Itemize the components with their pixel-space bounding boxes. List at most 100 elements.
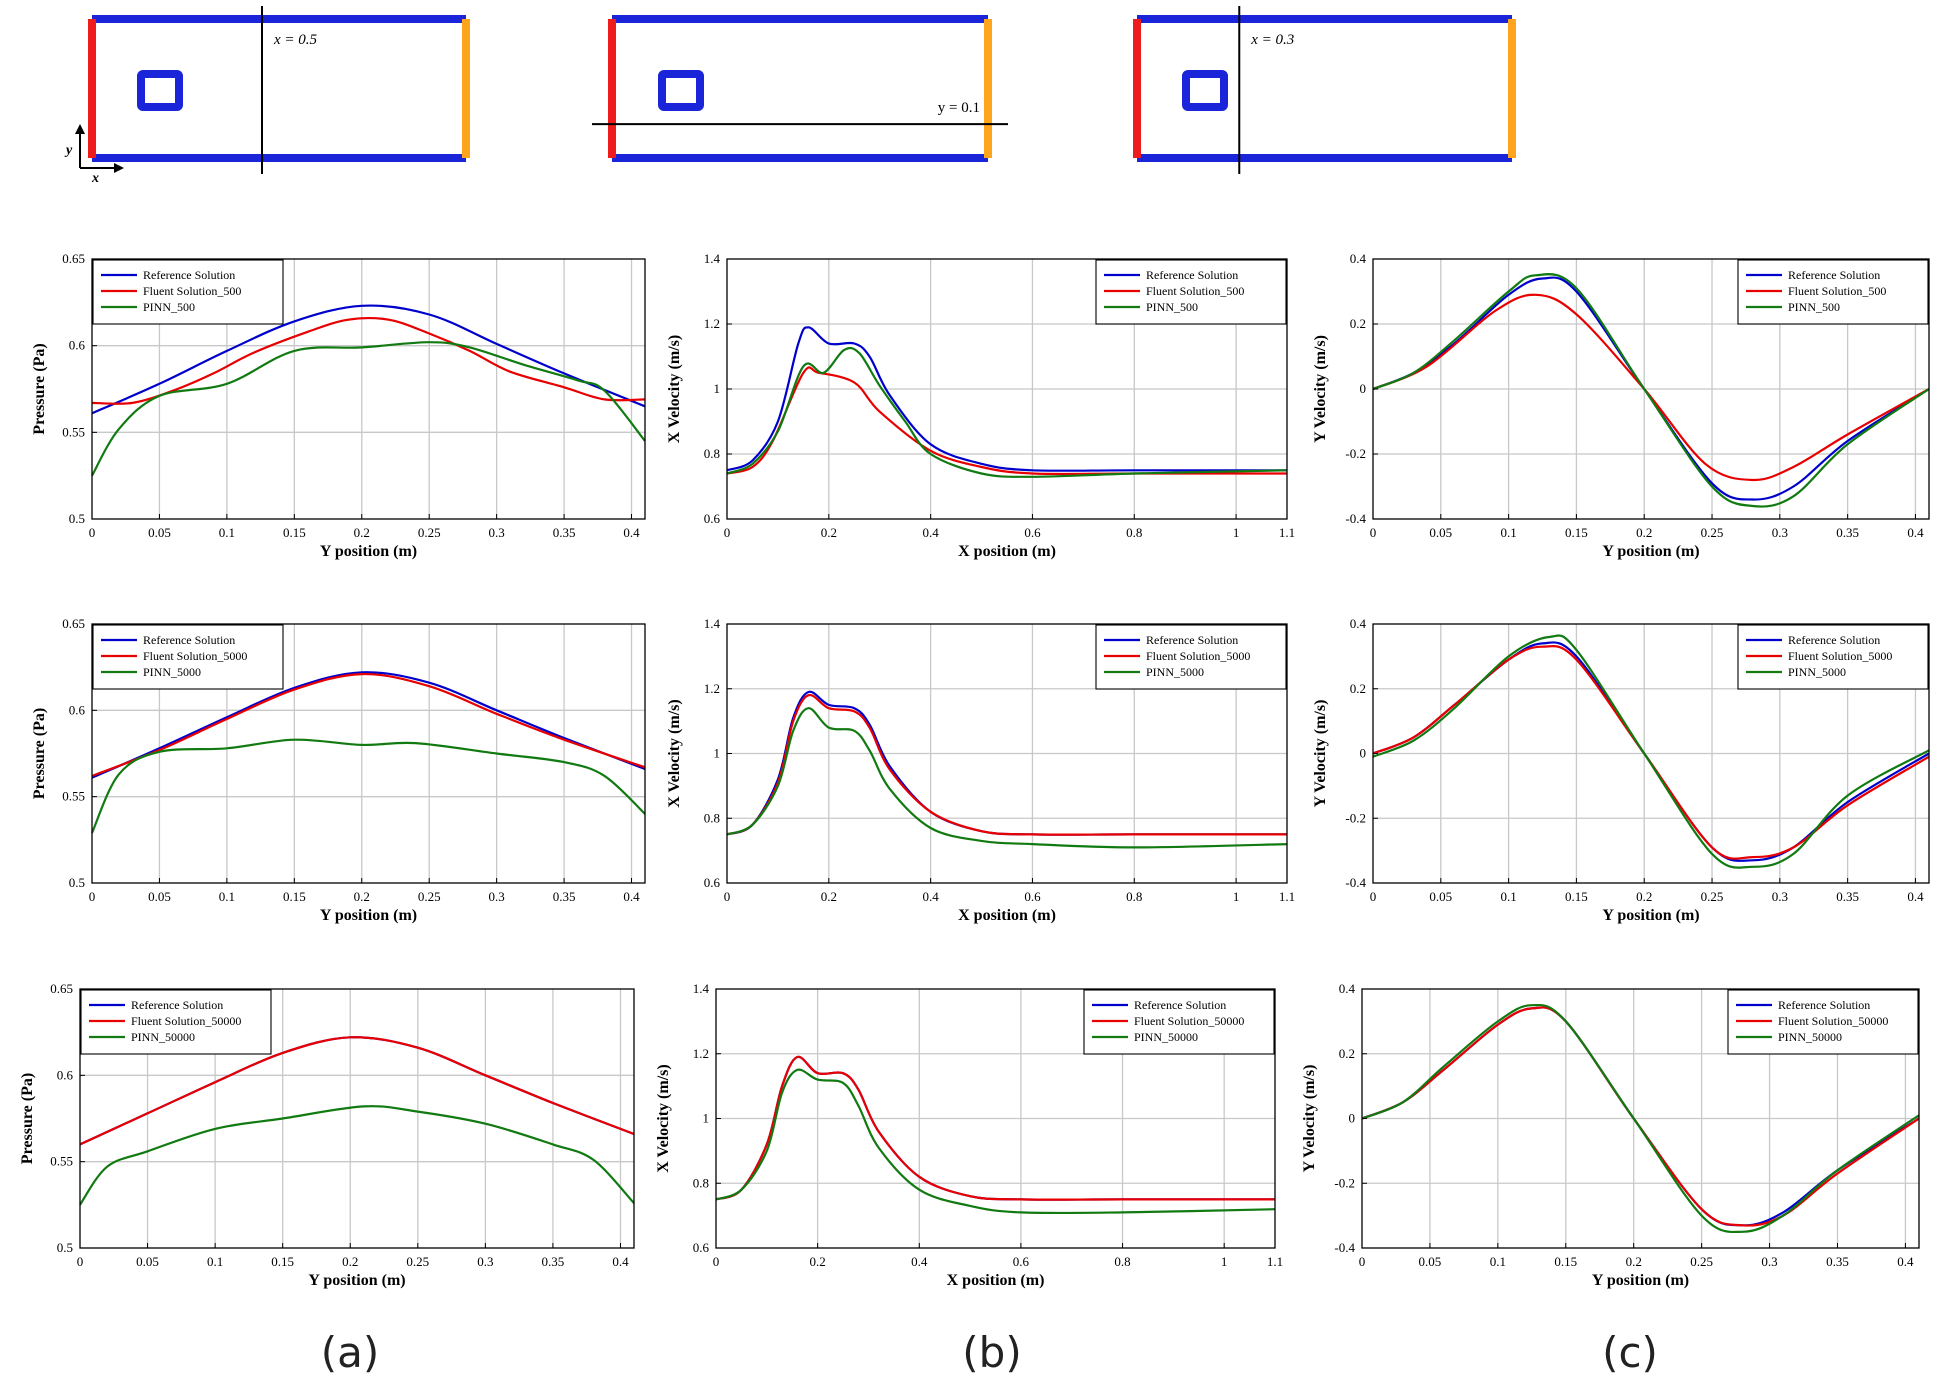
y-axis-title: Pressure (Pa) (31, 708, 48, 799)
y-tick-label: 0.6 (57, 1067, 74, 1082)
series-line (715, 1055, 1275, 1201)
y-tick-label: 1.4 (704, 616, 721, 631)
plot-frame (91, 258, 646, 520)
x-tick-label: 0.3 (477, 1254, 493, 1269)
y-tick-label: -0.4 (1345, 511, 1366, 526)
y-tick-label: 0.6 (69, 702, 86, 717)
probe-line-label: x = 0.5 (273, 32, 318, 48)
y-tick-label: 1.4 (704, 251, 721, 266)
y-tick-label: 0.5 (69, 875, 85, 890)
y-tick-label: 0.65 (62, 251, 85, 266)
x-tick-label: 0 (1370, 889, 1377, 904)
series-line (1372, 644, 1930, 860)
y-tick-label: -0.2 (1345, 810, 1366, 825)
series-line (726, 693, 1287, 836)
x-tick-label: 0.15 (283, 889, 306, 904)
x-tick-label: 0.1 (1500, 889, 1516, 904)
plot-frame (79, 988, 635, 1249)
x-tick-label: 0.15 (1554, 1254, 1577, 1269)
x-tick-label: 0.25 (1701, 889, 1724, 904)
x-tick-label: 1 (1221, 1254, 1228, 1269)
y-tick-label: 0.6 (704, 511, 721, 526)
x-tick-label: 0 (89, 889, 96, 904)
y-tick-label: 1 (714, 381, 721, 396)
legend-entry: PINN_500 (1146, 300, 1198, 314)
probe-line-label: y = 0.1 (938, 100, 980, 116)
y-tick-label: 0.5 (69, 511, 85, 526)
x-tick-label: 0.35 (1836, 889, 1859, 904)
y-axis-title: X Velocity (m/s) (666, 335, 683, 443)
x-tick-label: 1 (1233, 889, 1240, 904)
line-chart: 0 0.2 0.4 0.6 0.8 1 1.1 0.6 0.8 1 1.2 1.4 X position… (666, 251, 1295, 560)
x-tick-label: 0.4 (923, 889, 940, 904)
x-tick-label: 0.4 (911, 1254, 928, 1269)
y-tick-label: 1 (703, 1111, 710, 1126)
y-tick-label: 0.6 (693, 1240, 710, 1255)
x-tick-label: 0.25 (1690, 1254, 1713, 1269)
x-tick-label: 0.3 (1761, 1254, 1777, 1269)
x-tick-label: 0.4 (623, 889, 640, 904)
square-obstacle (658, 70, 704, 111)
x-tick-label: 0 (89, 525, 96, 540)
y-tick-label: -0.2 (1345, 446, 1366, 461)
y-tick-label: 0.65 (50, 981, 73, 996)
probe-line-label: x = 0.3 (1250, 32, 1294, 48)
series-line (91, 672, 646, 777)
x-tick-label: 0.25 (406, 1254, 429, 1269)
x-tick-label: 0.15 (283, 525, 306, 540)
channel-schematic: x = 0.3 (1133, 6, 1516, 174)
x-tick-label: 0.1 (219, 525, 235, 540)
square-obstacle (1182, 70, 1228, 111)
x-tick-label: 0.2 (1636, 889, 1652, 904)
legend-entry: Fluent Solution_50000 (131, 1014, 241, 1028)
line-chart: 0 0.2 0.4 0.6 0.8 1 1.1 0.6 0.8 1 1.2 1.4 X position… (655, 981, 1283, 1289)
x-tick-label: 0.05 (1429, 889, 1452, 904)
series-line (79, 1105, 635, 1206)
x-tick-label: 0.3 (489, 889, 505, 904)
legend-entry: PINN_500 (143, 300, 195, 314)
x-axis-title: Y position (m) (1602, 543, 1699, 560)
y-arrow-head (75, 124, 85, 134)
legend-entry: Fluent Solution_5000 (1146, 649, 1250, 663)
y-tick-label: 0.5 (57, 1240, 73, 1255)
x-axis-title: X position (m) (958, 907, 1056, 924)
y-tick-label: 0.2 (1339, 1046, 1355, 1061)
y-tick-label: -0.4 (1334, 1240, 1355, 1255)
x-tick-label: 0 (77, 1254, 84, 1269)
x-tick-label: 0.4 (612, 1254, 629, 1269)
line-chart: 0 0.05 0.1 0.15 0.2 0.25 0.3 0.35 0.4 -0.4 -0.2 0 0.… (1312, 251, 1930, 560)
series-line (91, 341, 646, 477)
x-tick-label: 0 (713, 1254, 720, 1269)
series-line (726, 326, 1287, 472)
x-tick-label: 0.2 (342, 1254, 358, 1269)
x-tick-label: 0.05 (148, 525, 171, 540)
legend-entry: PINN_5000 (143, 665, 201, 679)
series-line (1361, 1003, 1920, 1234)
x-tick-label: 0.4 (623, 525, 640, 540)
legend-entry: Reference Solution (1146, 633, 1238, 647)
x-tick-label: 0.2 (354, 889, 370, 904)
y-tick-label: 0.8 (693, 1175, 709, 1190)
x-axis-title: X position (m) (958, 543, 1056, 560)
x-tick-label: 0.8 (1126, 889, 1142, 904)
x-axis-title: Y position (m) (320, 907, 417, 924)
x-tick-label: 0.25 (418, 525, 441, 540)
x-tick-label: 0.6 (1024, 889, 1041, 904)
legend-entry: Fluent Solution_500 (1146, 284, 1244, 298)
x-tick-label: 0 (724, 889, 731, 904)
x-tick-label: 0.2 (810, 1254, 826, 1269)
x-tick-label: 0 (1370, 525, 1377, 540)
x-tick-label: 0.6 (1024, 525, 1041, 540)
x-tick-label: 0.8 (1114, 1254, 1130, 1269)
y-tick-label: 0.4 (1339, 981, 1356, 996)
legend-entry: Reference Solution (1134, 998, 1226, 1012)
x-tick-label: 0.35 (542, 1254, 565, 1269)
x-tick-label: 0.1 (1490, 1254, 1506, 1269)
panel-label-a: (a) (320, 1328, 380, 1377)
y-tick-label: 1.2 (704, 681, 720, 696)
y-tick-label: 0.55 (62, 789, 85, 804)
x-tick-label: 0.2 (821, 889, 837, 904)
series-line (715, 1068, 1276, 1215)
x-axis-title: Y position (m) (1602, 907, 1699, 924)
